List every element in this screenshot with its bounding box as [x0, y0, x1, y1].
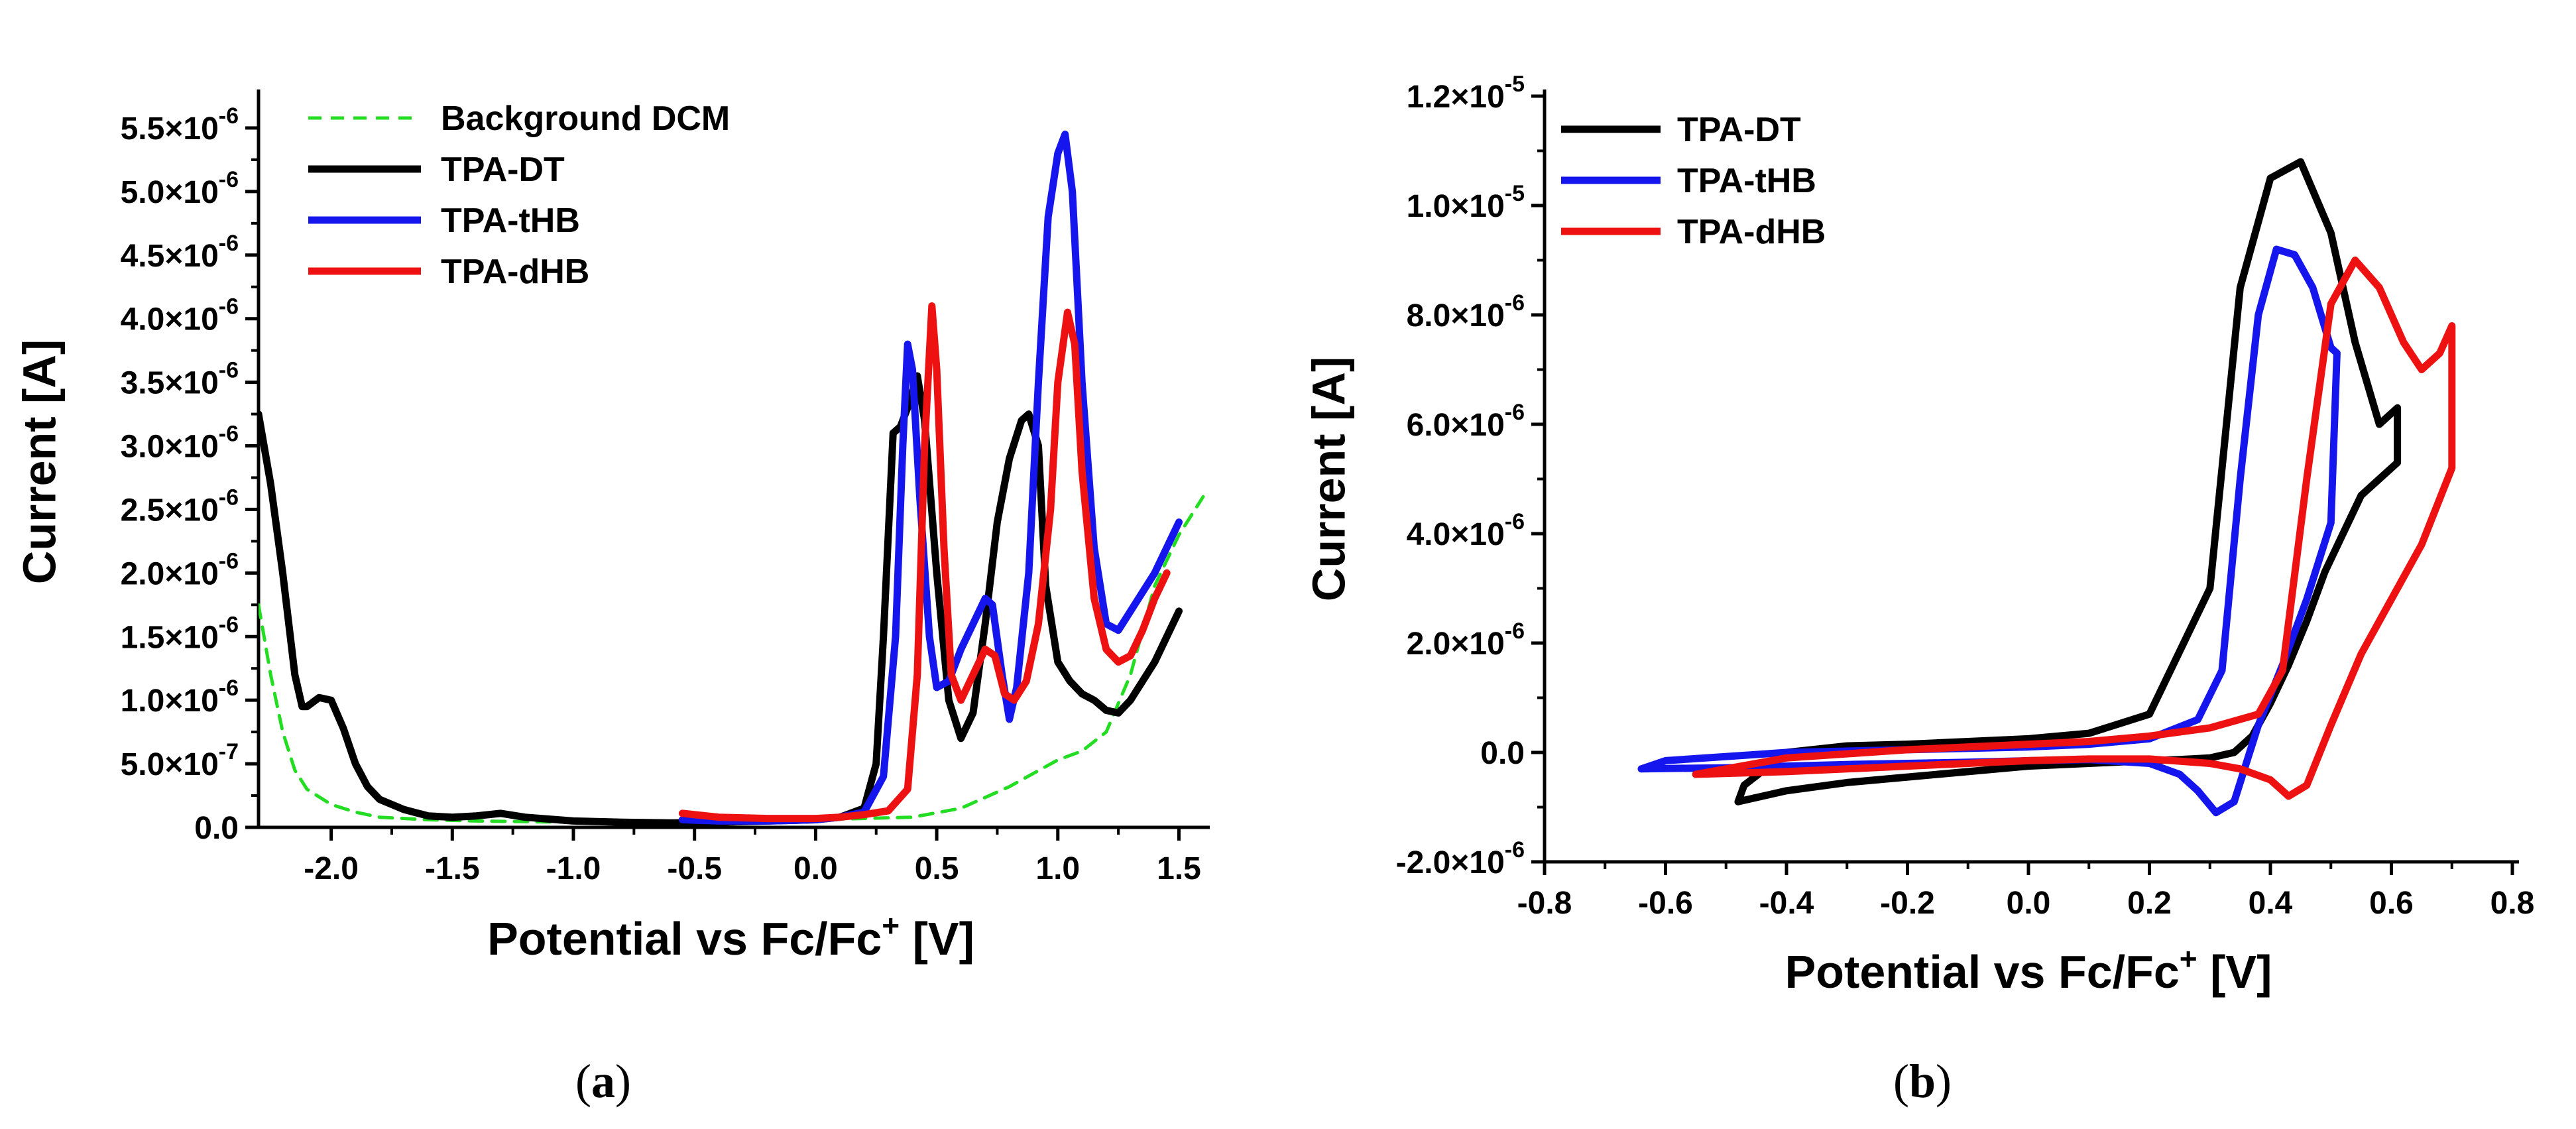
a-y-tick-label: 2.5×10-6 — [121, 485, 239, 528]
b-y-tick-label: 0.0 — [1480, 736, 1525, 771]
a-y-tick-label: 3.5×10-6 — [121, 358, 239, 401]
a-legend-label: TPA-dHB — [441, 253, 589, 291]
a-y-tick-label: 4.5×10-6 — [121, 231, 239, 274]
b-y-axis-label: Current [A] — [1303, 357, 1354, 601]
a-series-tpa-thb — [678, 131, 1183, 825]
a-x-tick-label: 1.0 — [1035, 851, 1080, 886]
b-y-tick-label: 4.0×10-6 — [1407, 509, 1525, 552]
a-y-tick-label: 2.0×10-6 — [121, 548, 239, 591]
b-series-tpa-dt — [1734, 158, 2402, 805]
a-x-tick-label: -1.5 — [425, 851, 480, 886]
a-legend-label: Background DCM — [441, 99, 730, 138]
b-x-tick-label: -0.2 — [1880, 886, 1935, 921]
b-legend-label: TPA-DT — [1677, 111, 1801, 149]
a-x-tick-label: -1.0 — [546, 851, 601, 886]
b-x-tick-label: 0.0 — [2007, 886, 2051, 921]
a-y-tick-label: 5.0×10-7 — [121, 739, 239, 782]
a-y-tick-label: 0.0 — [194, 811, 239, 846]
a-y-tick-label: 5.0×10-6 — [121, 167, 239, 210]
a-y-tick-label: 1.0×10-6 — [121, 676, 239, 719]
panel-a-chart: -2.0 -1.5 -1.0 -0.5 0.0 0.5 1.0 1.5 0.0 5.0×10-7 1… — [13, 89, 1210, 1108]
a-y-axis-label: Current [A] — [13, 339, 65, 584]
b-legend: TPA-DT TPA-tHB TPA-dHB — [1561, 111, 1826, 251]
b-x-tick-label: -0.6 — [1638, 886, 1693, 921]
a-x-tick-label: 1.5 — [1157, 851, 1201, 886]
a-y-tick-label: 5.5×10-6 — [121, 103, 239, 147]
a-y-tick-label: 3.0×10-6 — [121, 422, 239, 465]
a-series-tpa-dhb — [678, 302, 1171, 823]
b-y-tick-label: 8.0×10-6 — [1407, 290, 1525, 333]
a-x-tick-label: -0.5 — [667, 851, 722, 886]
b-y-tick-label: 1.0×10-5 — [1407, 181, 1525, 224]
a-legend: Background DCM TPA-DT TPA-tHB TPA-dHB — [308, 99, 730, 291]
b-series-tpa-dhb — [1692, 257, 2456, 800]
b-legend-label: TPA-tHB — [1677, 162, 1816, 200]
a-series-tpa-dt — [259, 372, 1183, 827]
a-y-tick-label: 1.5×10-6 — [121, 612, 239, 655]
b-x-axis-label: Potential vs Fc/Fc+ [V] — [1785, 941, 2272, 998]
b-x-tick-label: 0.2 — [2127, 886, 2172, 921]
b-y-tick-label: 1.2×10-5 — [1407, 72, 1525, 115]
a-series-background-dcm — [259, 495, 1205, 824]
b-x-tick-label: 0.4 — [2249, 886, 2293, 921]
a-x-tick-label: -2.0 — [304, 851, 359, 886]
b-x-tick-label: 0.6 — [2369, 886, 2414, 921]
a-y-tick-label: 4.0×10-6 — [121, 294, 239, 337]
panel-label-b: (b) — [1893, 1055, 1952, 1108]
b-y-tick-label: 6.0×10-6 — [1407, 400, 1525, 443]
a-legend-label: TPA-DT — [441, 150, 565, 189]
b-x-tick-label: -0.8 — [1517, 886, 1572, 921]
panel-label-a: (a) — [575, 1055, 631, 1108]
b-legend-label: TPA-dHB — [1677, 213, 1826, 251]
b-x-tick-label: -0.4 — [1759, 886, 1814, 921]
b-y-tick-label: 2.0×10-6 — [1407, 619, 1525, 662]
a-legend-label: TPA-tHB — [441, 202, 580, 240]
a-x-tick-label: 0.5 — [915, 851, 959, 886]
panel-b-chart: -0.8 -0.6 -0.4 -0.2 0.0 0.2 0.4 0.6 0.8 -2.0×10-6… — [1303, 72, 2534, 1108]
b-x-tick-label: 0.8 — [2490, 886, 2535, 921]
b-y-tick-label: -2.0×10-6 — [1396, 837, 1525, 880]
a-x-tick-label: 0.0 — [793, 851, 838, 886]
a-x-axis-label: Potential vs Fc/Fc+ [V] — [487, 908, 974, 965]
